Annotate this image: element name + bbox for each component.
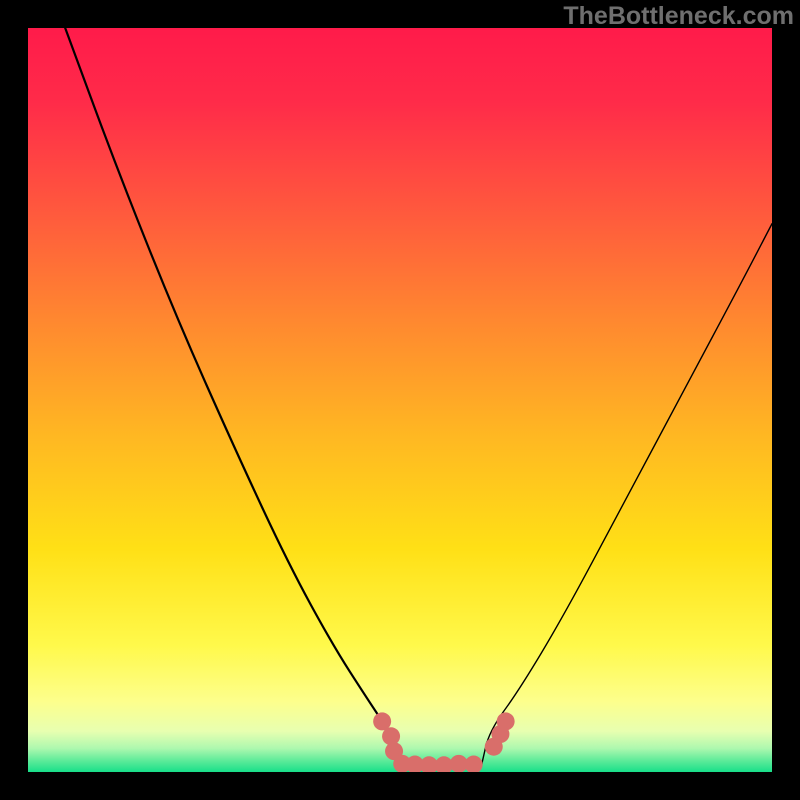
gradient-background [28,28,772,772]
marker-dot [382,727,400,745]
chart-root: TheBottleneck.com [0,0,800,800]
marker-dot [497,712,515,730]
chart-svg [28,28,772,772]
chart-plot-area [28,28,772,772]
